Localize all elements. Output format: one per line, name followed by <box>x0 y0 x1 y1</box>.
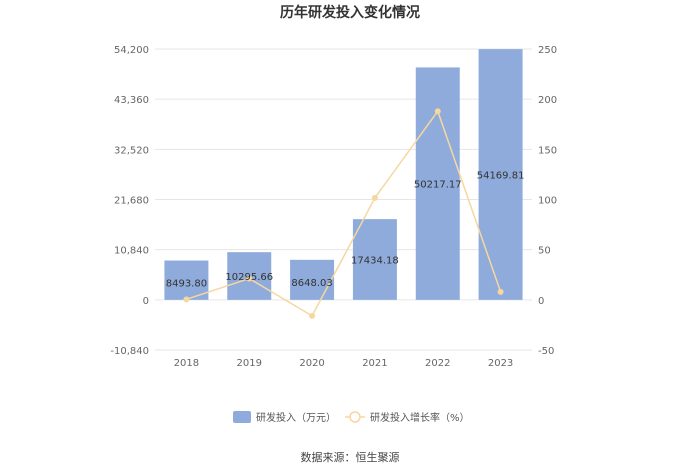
line-point <box>497 288 504 295</box>
right-axis: 250 200 150 100 50 0 -50 <box>538 45 557 357</box>
bar-label: 50217.17 <box>414 180 462 191</box>
x-tick-label: 2020 <box>299 358 324 369</box>
bar <box>352 219 397 300</box>
left-tick-label: 21,680 <box>114 196 149 207</box>
left-tick-label: -10,840 <box>110 346 149 357</box>
line-series <box>183 108 504 319</box>
right-tick-label: 0 <box>538 296 544 307</box>
left-axis: 54,200 43,360 32,520 21,680 10,840 0 -10,840 <box>110 45 149 357</box>
bar <box>164 260 209 300</box>
right-tick-label: 200 <box>538 95 557 106</box>
bar-label: 8648.03 <box>291 278 332 289</box>
line-point <box>371 194 378 201</box>
bar-label: 17434.18 <box>351 255 399 266</box>
line-point <box>309 312 316 319</box>
legend: 研发投入（万元） 研发投入增长率（%） <box>233 411 470 424</box>
data-source: 数据来源：恒生聚源 <box>301 450 400 464</box>
left-tick-label: 32,520 <box>114 145 149 156</box>
left-tick-label: 54,200 <box>114 45 149 56</box>
line-point <box>183 296 190 303</box>
left-tick-label: 43,360 <box>114 95 149 106</box>
x-tick-label: 2021 <box>362 358 387 369</box>
growth-line <box>186 109 502 317</box>
right-tick-label: -50 <box>538 346 554 357</box>
line-point <box>434 108 441 115</box>
chart-title: 历年研发投入变化情况 <box>280 4 420 21</box>
bar-label: 10295.66 <box>225 272 273 283</box>
bar <box>290 259 335 300</box>
legend-swatch-line-marker <box>349 411 361 423</box>
x-tick-label: 2022 <box>425 358 450 369</box>
left-tick-label: 10,840 <box>114 246 149 257</box>
bar-label: 54169.81 <box>477 170 525 181</box>
right-tick-label: 100 <box>538 196 557 207</box>
x-tick-label: 2023 <box>488 358 513 369</box>
bar-series <box>164 49 523 300</box>
bar <box>415 67 460 300</box>
bar <box>478 49 523 300</box>
right-tick-label: 50 <box>538 246 551 257</box>
bar-data-labels: 8493.80 10295.66 8648.03 17434.18 50217.17 54… <box>166 170 525 289</box>
x-tick-label: 2019 <box>237 358 262 369</box>
x-axis: 2018 2019 2020 2021 2022 2023 <box>174 358 514 369</box>
x-tick-label: 2018 <box>174 358 199 369</box>
legend-swatch-bar <box>233 411 251 423</box>
bar-label: 8493.80 <box>166 279 207 290</box>
legend-label-bar: 研发投入（万元） <box>256 411 336 424</box>
right-tick-label: 150 <box>538 145 557 156</box>
legend-label-line: 研发投入增长率（%） <box>370 411 470 424</box>
left-tick-label: 0 <box>143 296 149 307</box>
line-point <box>246 275 253 282</box>
right-tick-label: 250 <box>538 45 557 56</box>
grid <box>155 48 532 351</box>
